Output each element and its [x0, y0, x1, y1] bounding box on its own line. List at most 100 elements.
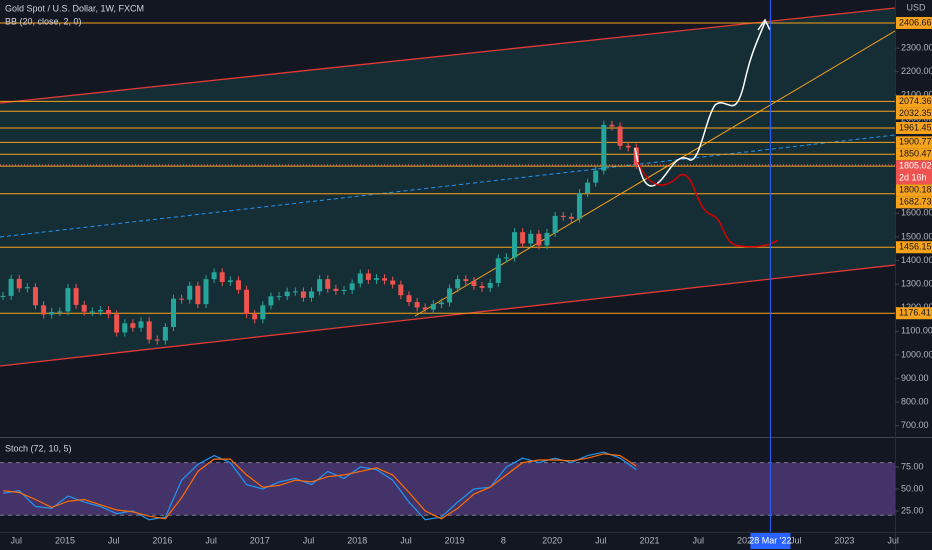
- y-tick-label: 900.00: [901, 373, 929, 383]
- candle: [227, 280, 233, 282]
- candle: [406, 295, 412, 303]
- candle: [106, 310, 112, 315]
- candle: [520, 232, 526, 244]
- x-tick-label: Jul: [205, 535, 217, 545]
- candle: [276, 296, 282, 298]
- candle: [57, 311, 63, 313]
- x-tick-label: Jul: [400, 535, 412, 545]
- candle: [260, 305, 266, 320]
- candle: [455, 279, 461, 289]
- candle: [154, 339, 160, 341]
- candle: [422, 307, 428, 310]
- level-label: 1900.77: [899, 137, 932, 147]
- level-box: [896, 241, 932, 254]
- candle: [65, 288, 71, 312]
- level-label: 2074.36: [899, 96, 932, 106]
- level-label: 1805.02: [899, 161, 932, 171]
- candle: [382, 278, 388, 281]
- chart-title: Gold Spot / U.S. Dollar, 1W, FXCM: [5, 3, 144, 13]
- channel-bottom: [0, 264, 896, 367]
- candle: [568, 216, 574, 219]
- candle: [195, 285, 201, 305]
- axis-unit: USD: [906, 2, 926, 12]
- candle: [317, 279, 323, 292]
- y-tick-label: 75.00: [901, 461, 924, 471]
- x-tick-label: 8: [501, 535, 506, 545]
- level-label: 1682.73: [899, 197, 932, 207]
- candle: [0, 295, 6, 297]
- candle: [219, 272, 225, 282]
- candle: [398, 284, 404, 296]
- y-tick-label: 1100.00: [901, 326, 932, 336]
- candle: [471, 281, 477, 286]
- candle: [585, 182, 591, 194]
- level-box: [896, 160, 932, 185]
- candle: [89, 311, 95, 313]
- level-box: [896, 16, 932, 29]
- candle: [544, 232, 550, 246]
- x-tick-label: 2018: [347, 535, 367, 545]
- candle: [211, 272, 217, 280]
- candle: [300, 291, 306, 298]
- y-tick-label: 2200.00: [901, 66, 932, 76]
- candle: [560, 215, 566, 217]
- candle: [252, 314, 258, 320]
- candle: [341, 289, 347, 291]
- level-label: 1800.18: [899, 185, 932, 195]
- x-tick-label: 2022: [737, 535, 757, 545]
- candle: [365, 273, 371, 280]
- candle: [32, 287, 38, 306]
- candle: [357, 273, 363, 284]
- level-box: [896, 95, 932, 108]
- candle: [268, 296, 274, 306]
- level-label: 2032.35: [899, 108, 932, 118]
- candle: [187, 285, 193, 300]
- indicator-label: BB (20, close, 2, 0): [5, 16, 82, 26]
- candle: [8, 278, 14, 296]
- candle: [349, 283, 355, 290]
- level-label: 1850.47: [899, 149, 932, 159]
- level-label: 1176.41: [899, 308, 931, 318]
- level-box: [896, 307, 932, 320]
- candle: [97, 310, 103, 312]
- candle: [122, 323, 128, 333]
- candle: [503, 257, 509, 259]
- projection-up: [634, 21, 766, 187]
- y-tick-label: 1000.00: [901, 349, 932, 359]
- y-tick-label: 2300.00: [901, 43, 932, 53]
- candle: [487, 282, 493, 288]
- x-tick-label: 2016: [152, 535, 172, 545]
- candle: [463, 279, 469, 282]
- countdown-label: 2d 16h: [899, 173, 927, 183]
- x-tick-label: Jul: [108, 535, 120, 545]
- y-tick-label: 1300.00: [901, 278, 932, 288]
- candle: [179, 298, 185, 300]
- level-label: 2406.66: [899, 17, 932, 27]
- candle: [130, 323, 136, 328]
- candle: [325, 279, 331, 289]
- y-tick-label: 2100.00: [901, 90, 932, 100]
- candle: [16, 278, 22, 289]
- level-label: 1961.45: [899, 122, 932, 132]
- candle: [73, 288, 79, 305]
- y-tick-label: 50.00: [901, 483, 924, 493]
- candle: [373, 278, 379, 280]
- y-tick-label: 25.00: [901, 505, 924, 515]
- level-box: [896, 122, 932, 135]
- x-tick-label: Jul: [595, 535, 607, 545]
- candle: [284, 291, 290, 297]
- stoch-label: Stoch (72, 10, 5): [5, 443, 72, 453]
- candle: [528, 233, 534, 244]
- x-tick-label: Jul: [693, 535, 705, 545]
- dashed-trend: [0, 134, 896, 238]
- level-box: [896, 107, 932, 120]
- candle: [292, 291, 298, 293]
- candle: [81, 304, 87, 312]
- candle: [309, 291, 315, 298]
- candle: [593, 170, 599, 183]
- level-box: [896, 136, 932, 149]
- y-tick-label: 1500.00: [901, 231, 932, 241]
- level-box: [896, 148, 932, 161]
